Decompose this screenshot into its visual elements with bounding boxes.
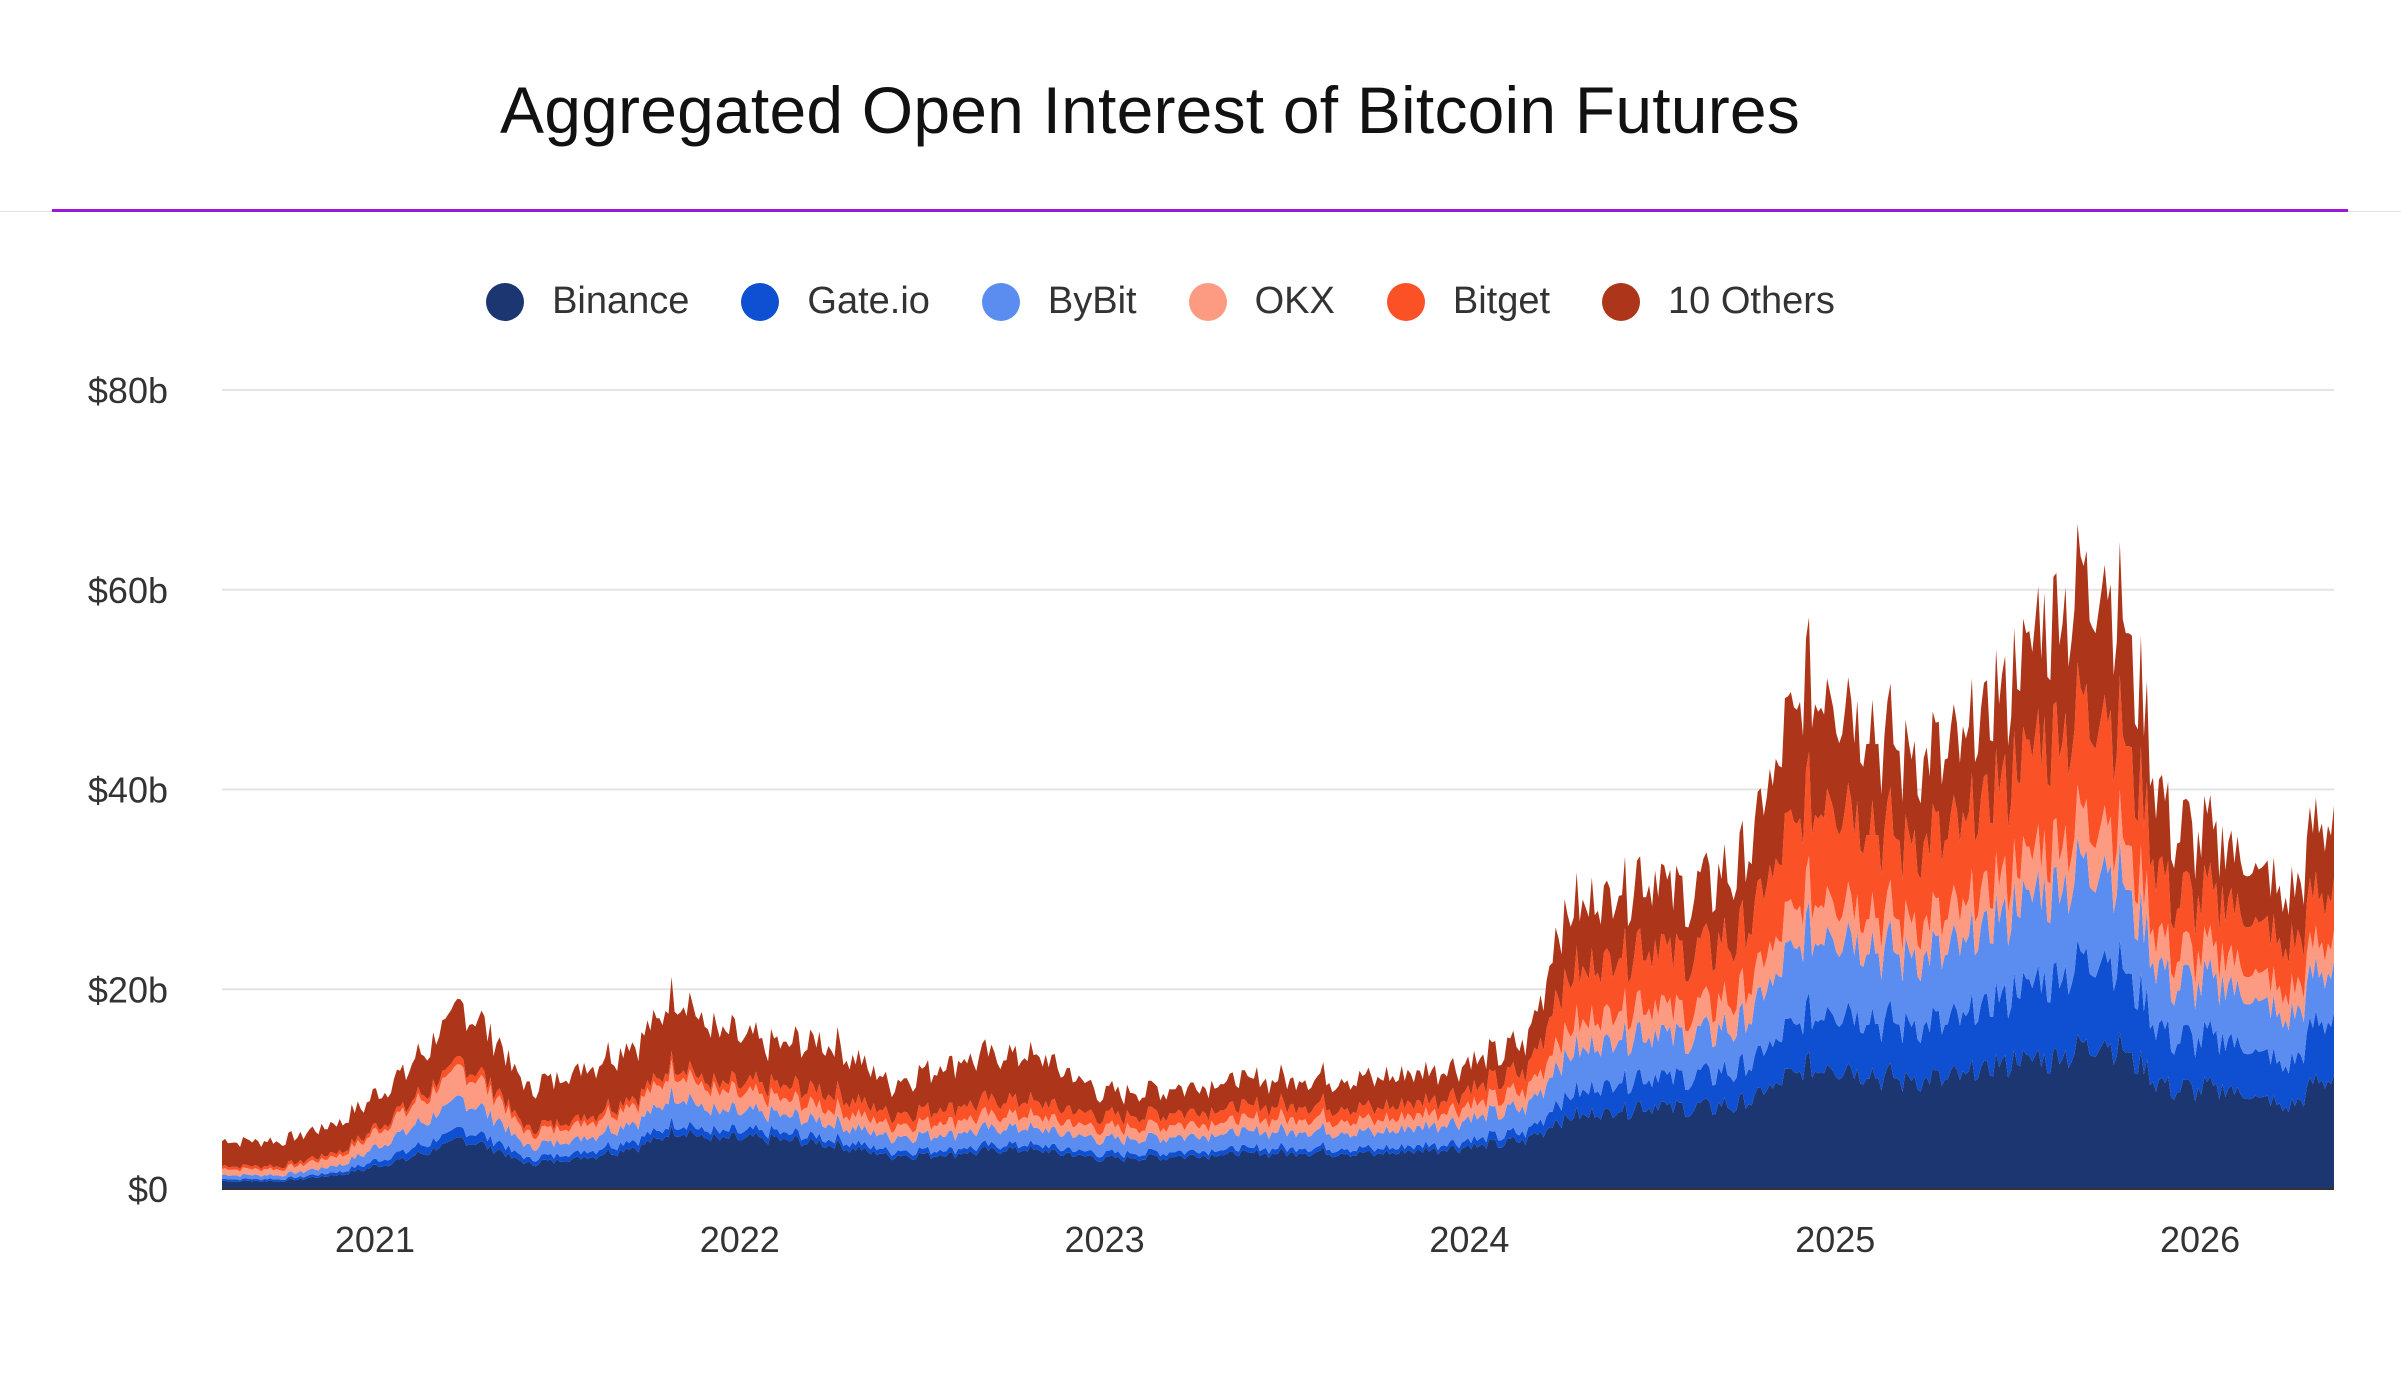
legend-label: OKX [1254, 280, 1335, 322]
y-tick-label: $0 [128, 1169, 168, 1210]
legend-item-binance[interactable]: Binance [486, 280, 689, 323]
y-tick-label: $80b [88, 370, 168, 411]
x-tick-label: 2024 [1429, 1219, 1509, 1260]
x-tick-label: 2025 [1795, 1219, 1875, 1260]
legend-label: Bitget [1452, 280, 1551, 322]
chart-title: Aggregated Open Interest of Bitcoin Futu… [499, 73, 1800, 147]
legend-swatch [981, 282, 1020, 321]
legend-label: Binance [552, 280, 690, 322]
legend-item-10-others[interactable]: 10 Others [1602, 280, 1835, 323]
legend-item-okx[interactable]: OKX [1188, 280, 1335, 323]
area-series-bitget [222, 662, 2334, 1172]
x-tick-label: 2022 [700, 1219, 780, 1260]
chart-legend: Binance Gate.io ByBit OKX Bitget 10 Others [0, 280, 2401, 323]
legend-label: ByBit [1047, 280, 1137, 322]
legend-label: 10 Others [1668, 280, 1835, 322]
area-series-binance [222, 1031, 2334, 1189]
legend-swatch [1386, 282, 1425, 321]
x-tick-label: 2026 [2160, 1219, 2240, 1260]
legend-swatch [1188, 282, 1227, 321]
legend-swatch [1602, 282, 1641, 321]
legend-item-gate-io[interactable]: Gate.io [741, 280, 930, 323]
x-tick-label: 2021 [335, 1219, 415, 1260]
area-series-10-others [222, 523, 2334, 1169]
x-tick-label: 2023 [1065, 1219, 1145, 1260]
area-series-bybit [222, 837, 2334, 1181]
legend-label: Gate.io [807, 280, 930, 322]
legend-swatch [741, 282, 780, 321]
legend-item-bitget[interactable]: Bitget [1386, 280, 1551, 323]
y-tick-label: $20b [88, 969, 168, 1010]
area-series-gate-io [222, 939, 2334, 1182]
legend-swatch [486, 282, 525, 321]
y-tick-label: $40b [88, 770, 168, 811]
legend-item-bybit[interactable]: ByBit [981, 280, 1137, 323]
y-tick-label: $60b [88, 570, 168, 611]
title-accent-rule [52, 209, 2348, 212]
area-series-okx [222, 784, 2334, 1177]
